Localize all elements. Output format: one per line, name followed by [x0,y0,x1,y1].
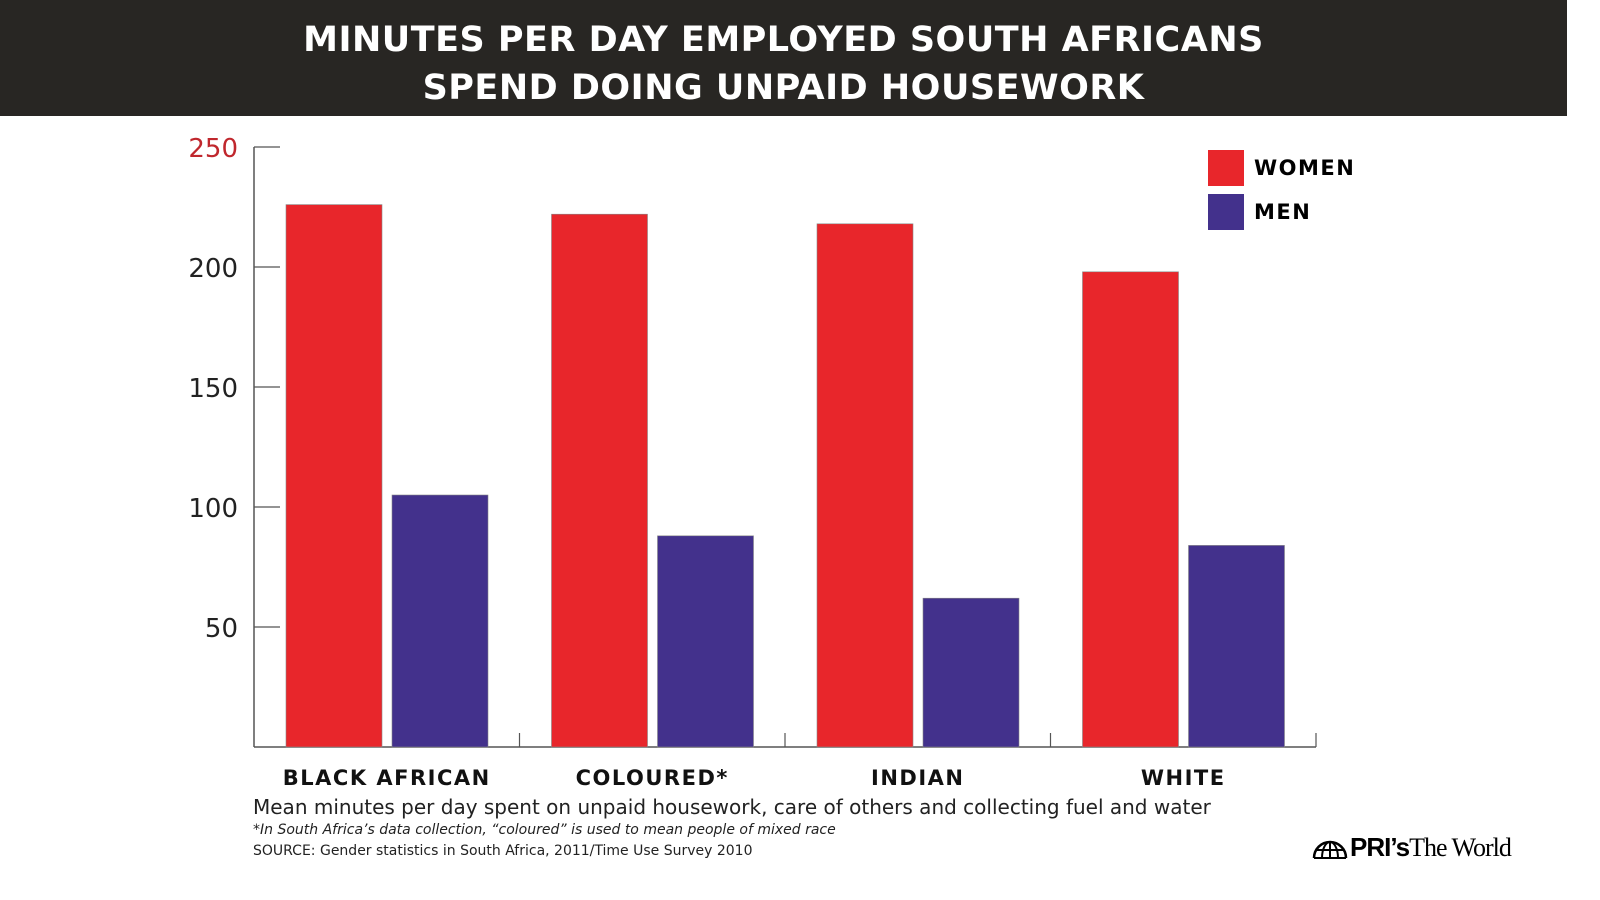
logo-regular: The World [1409,832,1512,862]
category-label: BLACK AFRICAN [283,766,491,790]
bar-men [657,535,754,748]
legend-swatch-women [1208,150,1244,186]
bar-men [922,597,1020,748]
y-tick-label: 150 [188,374,238,404]
y-tick-label: 50 [205,614,238,644]
bar-women [1082,271,1179,748]
legend-women: WOMEN [1208,150,1355,186]
category-label: WHITE [1141,766,1226,790]
globe-icon [1312,840,1348,859]
title-line-2: SPEND DOING UNPAID HOUSEWORK [422,68,1145,108]
pri-the-world-logo: PRI’s The World [1310,832,1512,863]
chart-title: MINUTES PER DAY EMPLOYED SOUTH AFRICANS … [0,0,1567,116]
legend-label-women: WOMEN [1254,156,1356,180]
y-tick-label: 100 [188,494,238,524]
legend-label-men: MEN [1254,200,1312,224]
bar-men [1188,545,1285,748]
bar-women [816,223,914,748]
x-axis-label: Mean minutes per day spent on unpaid hou… [253,795,1211,819]
title-line-1: MINUTES PER DAY EMPLOYED SOUTH AFRICANS [303,20,1264,60]
y-tick-label: 250 [188,134,238,164]
footnote: *In South Africa’s data collection, “col… [253,822,836,838]
y-tick-label: 200 [188,254,238,284]
legend-swatch-men [1208,194,1244,230]
bar-men [391,494,489,748]
category-label: INDIAN [871,766,964,790]
legend-men: MEN [1208,194,1311,230]
logo-bold: PRI’s [1350,832,1410,862]
category-label: COLOURED* [576,766,729,790]
bar-women [285,204,383,748]
source: SOURCE: Gender statistics in South Afric… [253,843,753,859]
bar-women [551,213,648,748]
